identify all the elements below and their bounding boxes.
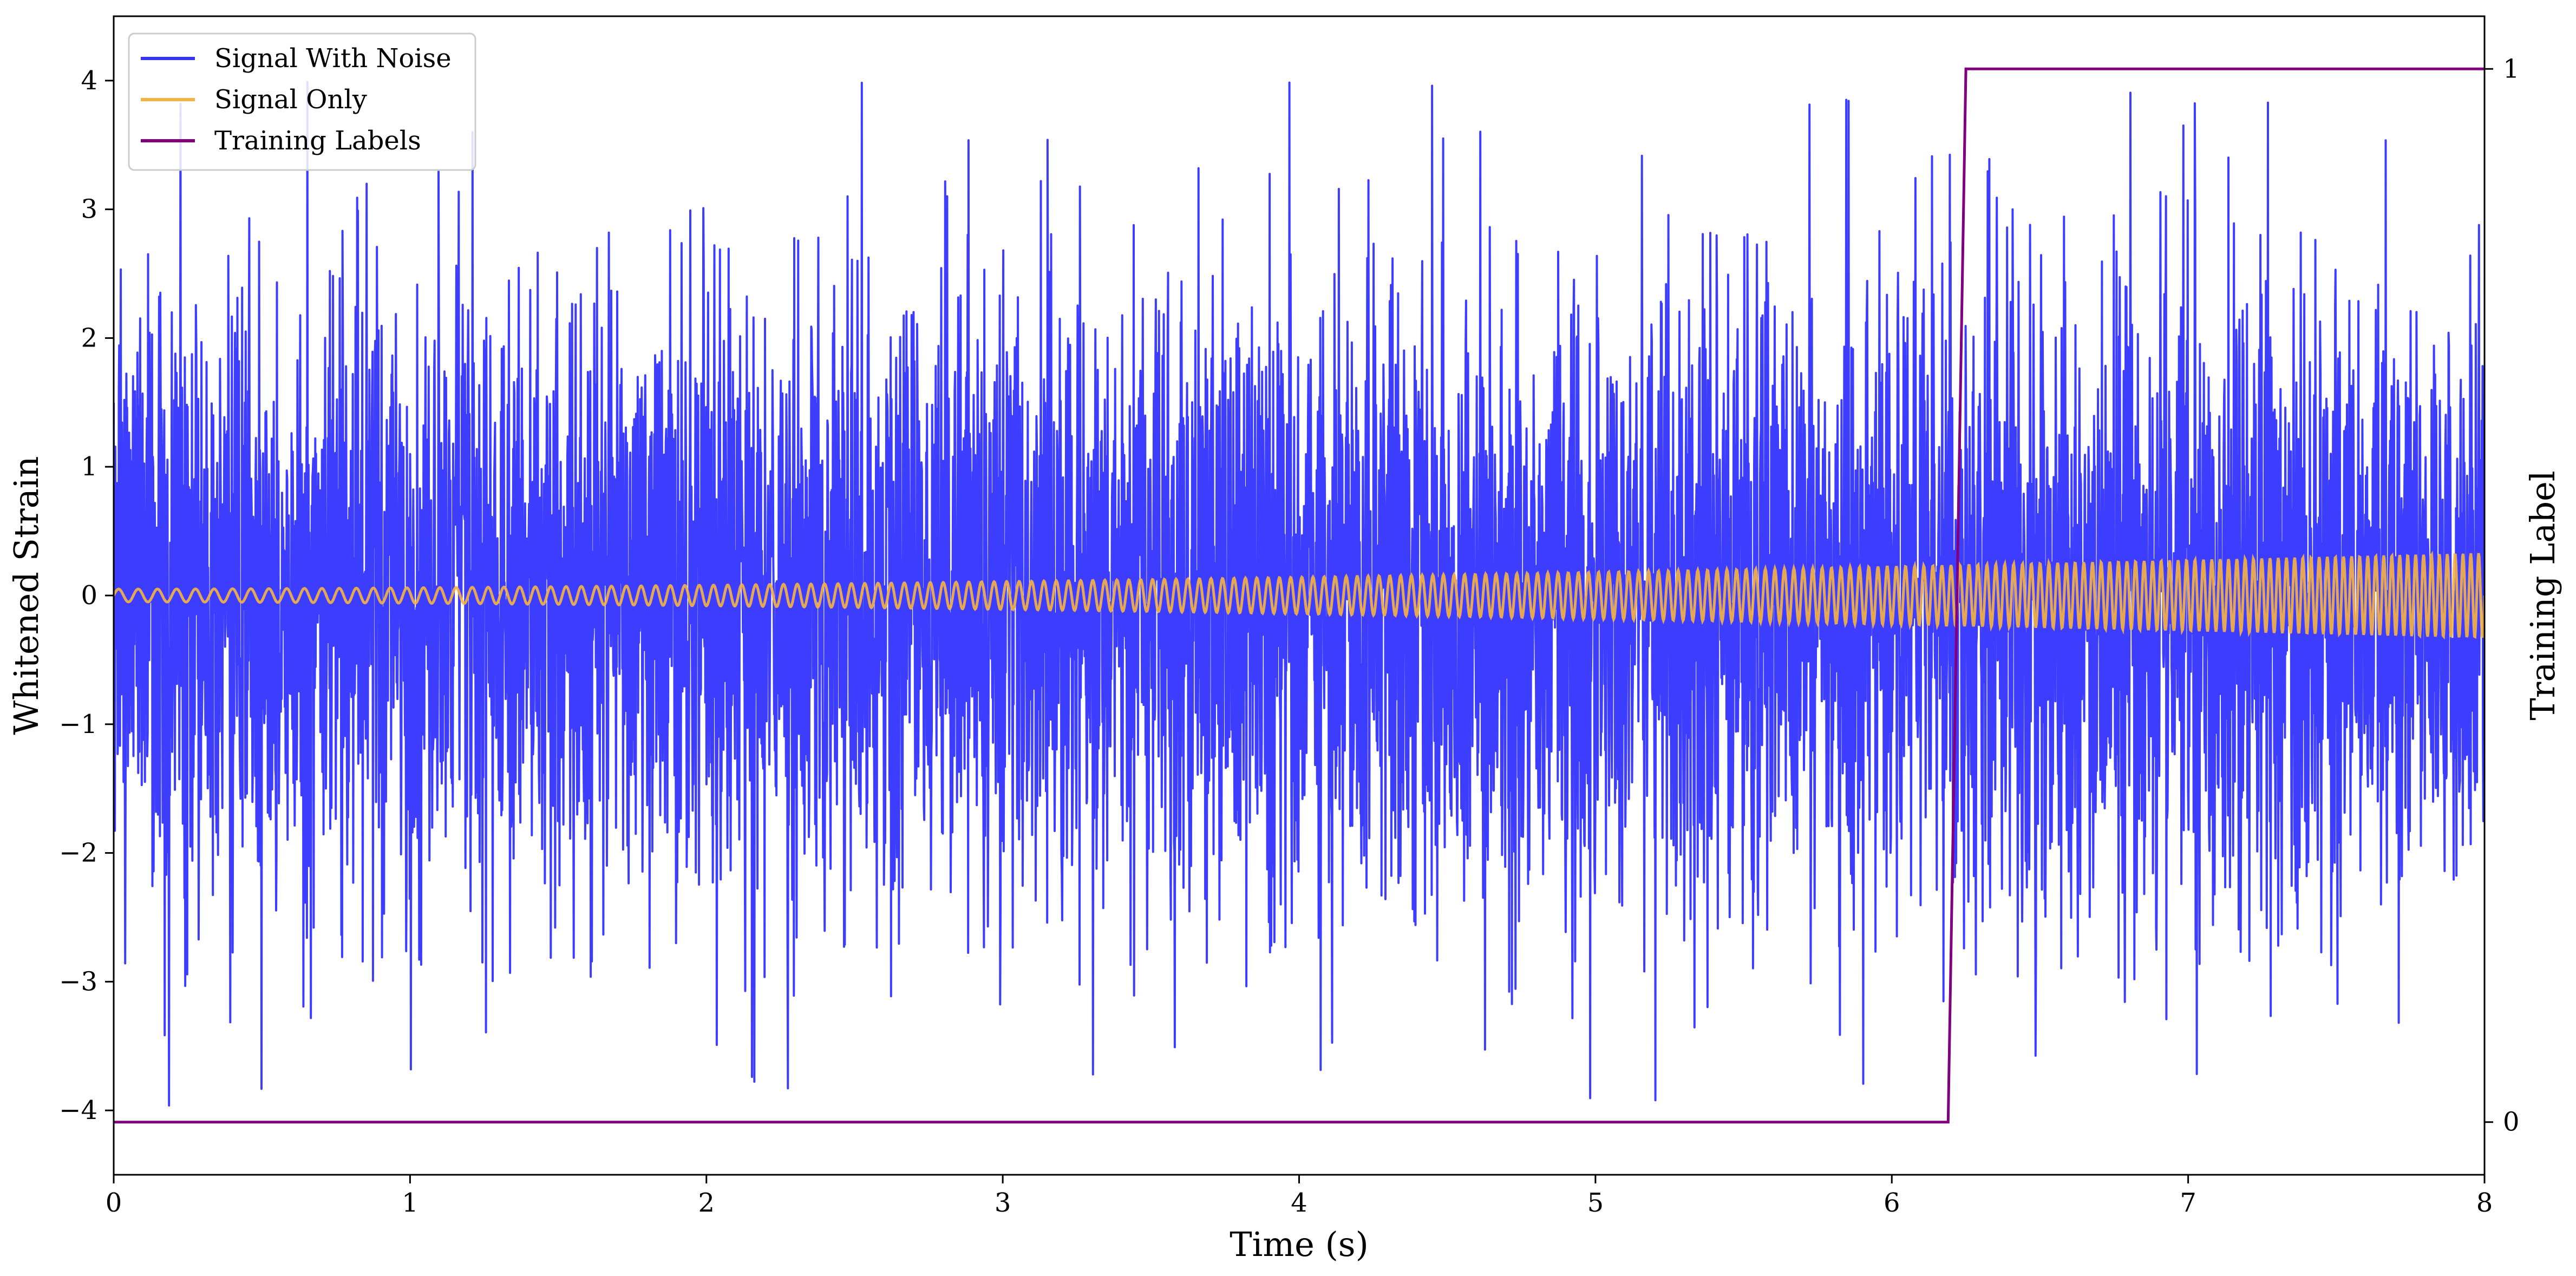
legend-label: Signal Only: [214, 84, 367, 115]
legend-label: Signal With Noise: [214, 43, 452, 74]
y-tick-label: 0: [81, 580, 97, 611]
x-tick-label: 3: [995, 1188, 1011, 1218]
x-tick-label: 2: [698, 1188, 715, 1218]
x-tick-label: 8: [2476, 1188, 2493, 1218]
y-right-tick-label: 1: [2503, 54, 2520, 84]
x-tick-label: 0: [106, 1188, 122, 1218]
legend-label: Training Labels: [214, 126, 421, 156]
y-tick-label: −4: [59, 1095, 97, 1126]
y-tick-label: −2: [59, 838, 97, 868]
x-tick-label: 5: [1587, 1188, 1604, 1218]
y-tick-label: 3: [81, 194, 97, 225]
x-tick-label: 7: [2180, 1188, 2196, 1218]
series-training-labels-line: [114, 67, 2485, 1124]
x-tick-label: 1: [402, 1188, 419, 1218]
y-axis-label: Whitened Strain: [6, 456, 46, 735]
y-tick-label: 1: [81, 451, 97, 482]
y-tick-label: −3: [59, 966, 97, 997]
x-tick-label: 4: [1291, 1188, 1307, 1218]
x-tick-label: 6: [1884, 1188, 1900, 1218]
y-tick-label: 2: [81, 323, 97, 353]
legend-box: [128, 32, 476, 171]
y-right-tick-label: 0: [2503, 1107, 2520, 1137]
y-tick-label: −1: [59, 709, 97, 740]
y-right-axis-label: Training Label: [2523, 470, 2562, 720]
x-axis-label: Time (s): [1230, 1225, 1369, 1264]
y-tick-label: 4: [81, 66, 97, 96]
series-signal-only-line: [114, 551, 2485, 640]
legend: Signal With Noise Signal Only Training Lab…: [128, 32, 476, 171]
series-signal-with-noise-line: [114, 81, 2485, 1107]
axes-layer: 0 1 2 3 4 5 6 7 8 −4 −3 −2 −1 0 1 2 3 4 0 1 Time (s) Whitened…: [6, 15, 2562, 1264]
series-layer: [114, 67, 2485, 1124]
